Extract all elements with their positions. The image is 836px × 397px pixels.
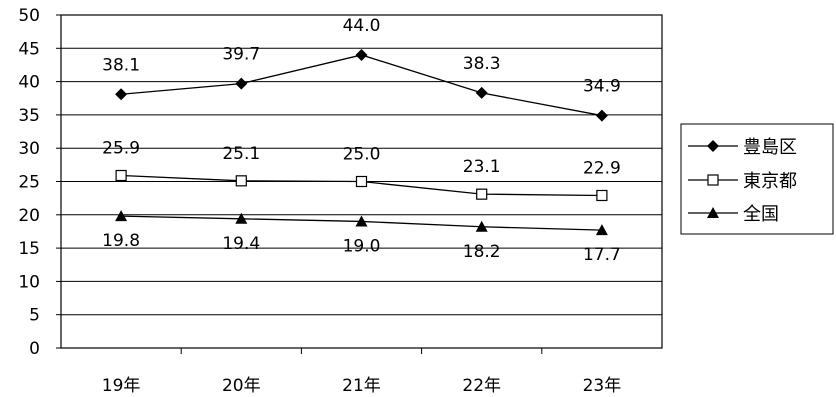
- legend-marker: [707, 174, 719, 186]
- data-label: 25.0: [343, 145, 381, 165]
- series-1: 25.9 25.1 25.0 23.1 22.9: [102, 139, 621, 202]
- data-point-marker: [355, 175, 368, 188]
- y-tick-label: 35: [18, 106, 40, 126]
- legend-item-1: 東京都: [688, 171, 797, 192]
- data-point-marker: [115, 169, 127, 182]
- x-tick-label: 23年: [583, 376, 622, 396]
- x-axis-ticks: 19年 20年 21年 22年 23年: [102, 348, 621, 396]
- series-0: 38.1 39.7 44.0 38.3 34.9: [102, 16, 621, 122]
- series-line: [121, 54, 603, 117]
- data-label: 23.1: [463, 157, 501, 177]
- data-label: 19.8: [102, 231, 140, 251]
- y-tick-label: 15: [18, 239, 40, 259]
- y-tick-label: 5: [29, 306, 40, 326]
- data-label: 25.1: [222, 144, 260, 164]
- y-tick-label: 0: [29, 339, 40, 359]
- y-tick-label: 20: [18, 206, 40, 226]
- data-label: 22.9: [583, 158, 621, 178]
- legend-marker: [707, 207, 719, 218]
- legend-label: 豊島区: [743, 137, 797, 158]
- data-label: 19.0: [343, 236, 381, 256]
- data-point-marker: [355, 215, 368, 227]
- legend-frame: [680, 123, 834, 235]
- legend-label: 東京都: [743, 171, 797, 192]
- data-point-marker: [115, 210, 128, 222]
- data-label: 38.1: [102, 55, 140, 75]
- data-point-marker: [235, 77, 248, 90]
- data-point-marker: [115, 88, 128, 101]
- y-tick-label: 50: [18, 6, 40, 26]
- y-tick-label: 30: [18, 139, 40, 159]
- x-tick-label: 22年: [462, 376, 501, 396]
- data-label: 34.9: [583, 77, 621, 97]
- data-label: 17.7: [583, 245, 621, 265]
- data-point-marker: [355, 48, 368, 61]
- series-group: 38.1 39.7 44.0 38.3 34.9 25.9 25.1 25.0 23.1 22.9…: [102, 16, 621, 265]
- data-label: 38.3: [463, 54, 501, 74]
- x-tick-label: 19年: [102, 376, 141, 396]
- y-tick-label: 40: [18, 73, 40, 93]
- legend-marker: [707, 140, 719, 152]
- y-tick-label: 25: [18, 173, 40, 193]
- data-point-marker: [476, 188, 488, 200]
- data-point-marker: [475, 220, 488, 232]
- data-point-marker: [235, 212, 248, 224]
- data-label: 25.9: [102, 139, 140, 159]
- legend-label: 全国: [743, 204, 779, 225]
- x-tick-label: 20年: [222, 376, 261, 396]
- series-2: 19.8 19.4 19.0 18.2 17.7: [102, 210, 621, 265]
- legend-item-0: 豊島区: [688, 137, 797, 158]
- data-label: 44.0: [343, 16, 381, 36]
- data-label: 18.2: [463, 242, 501, 262]
- y-tick-label: 10: [18, 272, 40, 292]
- legend-item-2: 全国: [688, 204, 779, 225]
- x-tick-label: 21年: [342, 376, 381, 396]
- data-label: 19.4: [222, 234, 260, 254]
- data-point-marker: [595, 109, 608, 122]
- y-axis-ticks: 0 5 10 15 20 25 30 35 40 45 50: [18, 6, 61, 359]
- data-point-marker: [596, 189, 608, 202]
- data-label: 39.7: [222, 45, 260, 65]
- y-tick-label: 45: [18, 39, 40, 59]
- data-point-marker: [235, 175, 247, 187]
- data-point-marker: [595, 224, 608, 236]
- data-point-marker: [475, 86, 488, 99]
